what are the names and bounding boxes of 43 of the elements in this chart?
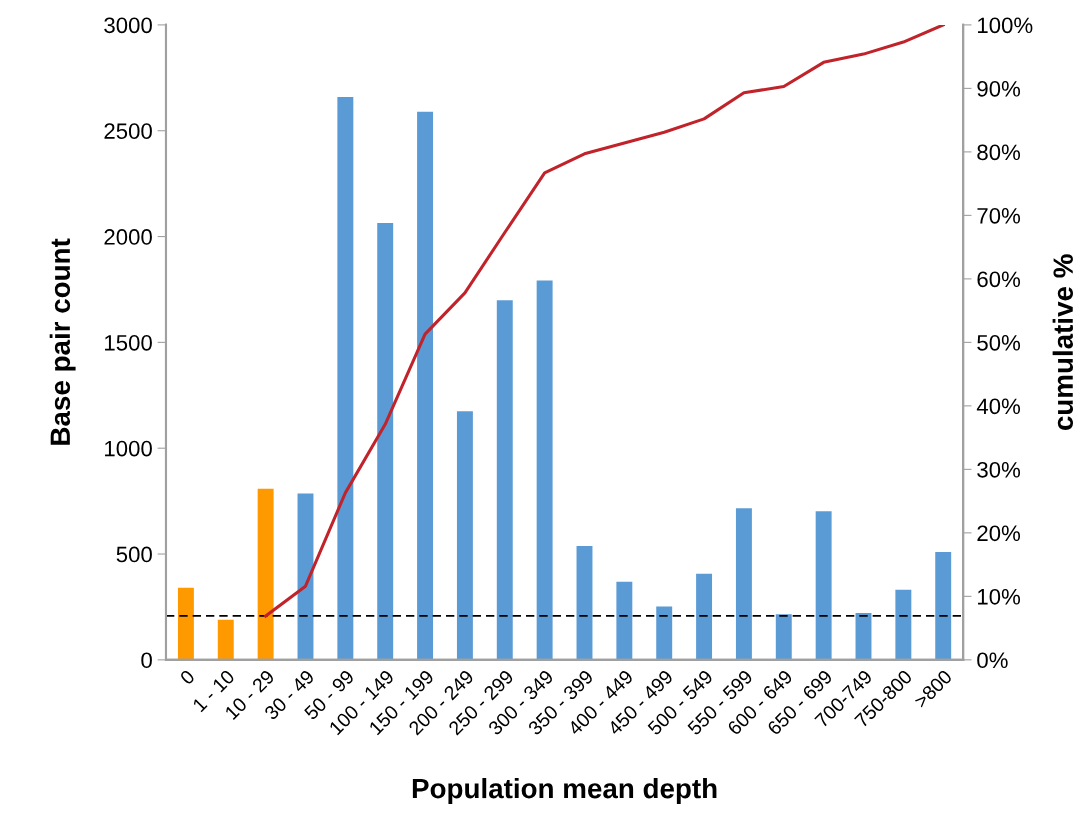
bar <box>496 300 513 660</box>
bar <box>177 587 194 660</box>
bar <box>257 488 274 660</box>
bar <box>297 493 314 660</box>
y2-tick-label: 70% <box>977 207 1021 224</box>
bar <box>217 619 234 660</box>
bar <box>895 589 912 660</box>
y2-axis-title: cumulative % <box>1052 254 1074 431</box>
bar <box>735 508 752 660</box>
y-tick-label: 500 <box>116 546 152 563</box>
bar <box>935 551 952 660</box>
bar <box>377 223 394 660</box>
y-tick-label: 2500 <box>104 123 152 139</box>
y-tick-label: 3000 <box>104 17 152 34</box>
bar <box>656 606 673 660</box>
y2-tick-label: 30% <box>977 461 1021 478</box>
y2-tick-label: 40% <box>976 398 1021 415</box>
y-tick-label: 1500 <box>105 334 152 351</box>
bar <box>337 97 354 660</box>
y2-tick-label: 80% <box>977 144 1021 161</box>
bar <box>576 545 593 660</box>
bar <box>775 614 792 660</box>
bar <box>616 581 633 660</box>
y-tick-label: 1000 <box>105 440 152 457</box>
x-axis-title: Population mean depth <box>412 777 717 804</box>
bar <box>696 573 713 660</box>
bar <box>417 111 434 660</box>
bar <box>456 411 473 660</box>
y2-tick-label: 60% <box>977 271 1021 288</box>
y-tick-label: 0 <box>141 652 152 669</box>
y-axis-title: Base pair count <box>49 238 76 445</box>
y2-tick-label: 20% <box>977 525 1021 542</box>
y-tick-label: 2000 <box>104 229 152 245</box>
line-series <box>264 24 945 618</box>
bar <box>815 511 832 660</box>
bar <box>855 613 872 660</box>
y2-tick-label: 0% <box>977 652 1008 669</box>
y2-tick-label: 90% <box>977 80 1021 97</box>
y2-tick-label: 100% <box>978 17 1033 34</box>
x-tick-label: 0 <box>179 669 196 686</box>
y2-tick-label: 50% <box>977 334 1021 351</box>
y2-tick-label: 10% <box>978 588 1021 605</box>
bar <box>536 280 553 660</box>
